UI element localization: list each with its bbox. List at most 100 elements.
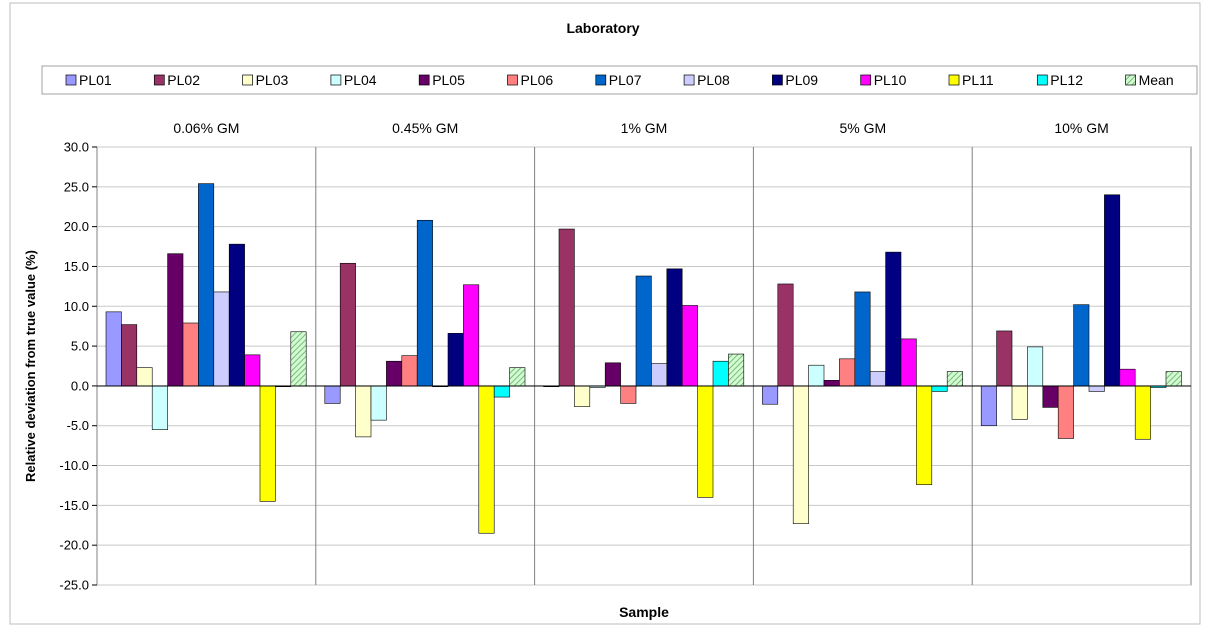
y-tick-label: 10.0: [64, 299, 89, 314]
bar-pl08-1: [213, 291, 230, 387]
bar-pl11-3: [697, 385, 714, 498]
bar-pl03-3: [574, 385, 591, 407]
bar-pl12-4: [931, 385, 948, 392]
legend-swatch-pl06: [507, 74, 518, 86]
bar-pl08-4: [869, 371, 886, 387]
y-tick-label: -20.0: [59, 538, 89, 553]
bar-pl05-2: [386, 360, 403, 387]
category-label: 0.06% GM: [173, 120, 239, 136]
legend-label-pl12: PL12: [1050, 72, 1083, 88]
category-separators: [315, 147, 973, 585]
bar-pl06-5: [1057, 385, 1074, 439]
y-tick-label: -25.0: [59, 578, 89, 593]
bar-pl11-4: [916, 385, 933, 485]
legend-label-pl02: PL02: [167, 72, 200, 88]
legend-swatch-mean: [1125, 74, 1136, 86]
bar-mean-5: [1165, 371, 1182, 387]
bars: [105, 183, 1182, 534]
bar-pl01-4: [762, 385, 779, 405]
y-tick-label: 20.0: [64, 219, 89, 234]
bar-pl10-2: [463, 284, 480, 387]
bar-pl03-1: [136, 367, 153, 387]
bar-pl11-2: [478, 385, 495, 534]
legend-label-pl10: PL10: [874, 72, 907, 88]
bar-pl02-4: [777, 283, 794, 387]
bar-pl06-1: [182, 322, 199, 387]
bar-pl09-1: [228, 243, 245, 387]
category-label: 0.45% GM: [392, 120, 458, 136]
legend-swatch-pl10: [860, 74, 872, 86]
bar-pl05-3: [604, 362, 621, 387]
legend-swatch-pl03: [242, 74, 253, 86]
bar-pl08-5: [1088, 385, 1105, 392]
bar-pl07-2: [416, 219, 433, 387]
bar-pl03-4: [792, 385, 809, 524]
bar-pl09-5: [1104, 194, 1121, 387]
bar-pl12-3: [712, 360, 729, 387]
legend-label-pl08: PL08: [697, 72, 730, 88]
y-tick-label: 5.0: [71, 339, 89, 354]
bar-pl03-5: [1011, 385, 1028, 420]
bar-pl07-5: [1073, 304, 1090, 387]
bar-pl04-4: [808, 364, 825, 387]
bar-pl01-2: [324, 385, 341, 404]
legend-label-pl05: PL05: [432, 72, 465, 88]
bar-pl04-1: [151, 385, 168, 431]
y-tick-label: -5.0: [67, 418, 89, 433]
bar-pl09-3: [666, 268, 683, 387]
bar-pl11-5: [1134, 385, 1151, 440]
bar-pl05-1: [167, 253, 184, 387]
legend-label-pl09: PL09: [785, 72, 818, 88]
y-axis-label: Relative deviation from true value (%): [23, 250, 38, 482]
bar-pl06-3: [620, 385, 637, 404]
legend-swatch-pl12: [1036, 74, 1048, 86]
bar-pl05-5: [1042, 385, 1059, 408]
bar-pl05-4: [823, 380, 840, 387]
bar-pl02-1: [121, 324, 138, 387]
legend-swatch-pl08: [683, 74, 695, 86]
category-label: 1% GM: [621, 120, 668, 136]
legend-box: [41, 65, 1198, 95]
legend-label-pl01: PL01: [79, 72, 112, 88]
bar-pl09-4: [885, 251, 902, 387]
legend-swatch-pl11: [948, 74, 960, 86]
legend-swatch-pl04: [330, 74, 342, 86]
category-label: 5% GM: [839, 120, 886, 136]
legend-label-pl06: PL06: [521, 72, 554, 88]
bar-pl08-3: [651, 363, 668, 387]
legend-swatch-pl01: [65, 74, 77, 86]
bar-pl03-2: [355, 385, 372, 438]
legend-swatch-pl07: [595, 74, 607, 86]
bar-pl09-2: [447, 333, 464, 387]
bar-mean-3: [728, 353, 745, 387]
bar-mean-2: [509, 367, 526, 387]
bar-pl06-2: [401, 355, 418, 387]
legend-swatch-pl02: [153, 74, 165, 86]
y-tick-label: -15.0: [59, 498, 89, 513]
bar-pl04-2: [370, 385, 387, 421]
bar-pl11-1: [259, 385, 276, 502]
legend: PL01 PL02 PL03 PL04 PL05 PL06 PL07 PL08 PL09 PL10…: [65, 72, 1174, 88]
legend-label-mean: Mean: [1139, 72, 1174, 88]
bar-pl10-4: [900, 338, 917, 387]
bar-pl01-1: [105, 311, 122, 387]
x-axis-label: Sample: [619, 604, 669, 620]
bar-pl10-1: [244, 354, 261, 387]
legend-label-pl04: PL04: [344, 72, 377, 88]
chart-title: Laboratory: [566, 20, 639, 36]
legend-swatch-pl09: [772, 74, 783, 86]
legend-label-pl11: PL11: [962, 72, 994, 88]
bar-pl10-5: [1119, 368, 1136, 387]
bar-mean-4: [946, 371, 963, 387]
bar-pl10-3: [681, 305, 698, 387]
bar-pl07-3: [635, 275, 652, 387]
bar-pl02-5: [996, 330, 1013, 387]
legend-swatch-pl05: [418, 74, 430, 86]
y-tick-label: -10.0: [59, 458, 89, 473]
bar-pl07-4: [854, 291, 871, 387]
y-tick-label: 30.0: [64, 140, 89, 155]
bar-pl02-2: [339, 262, 356, 387]
y-axis-ticks: 30.0 25.0 20.0 15.0 10.0 5.0 0.0 -5.0 -10.0 -15.0…: [59, 140, 97, 593]
